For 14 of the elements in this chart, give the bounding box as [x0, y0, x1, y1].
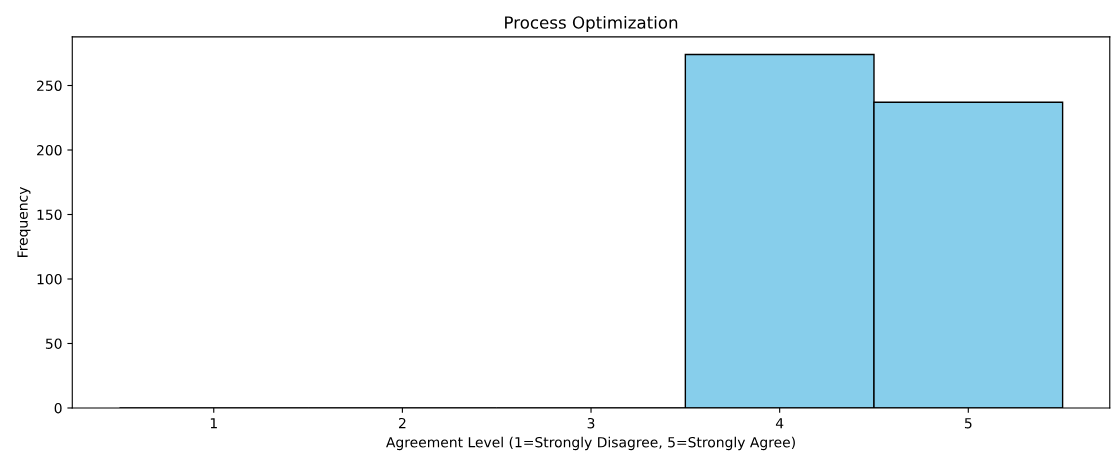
x-tick-label: 2	[398, 417, 406, 429]
x-tick-label: 1	[210, 418, 217, 429]
y-tick-label: 250	[37, 80, 62, 91]
x-tick-label: 3	[587, 417, 595, 429]
y-tick-label: 0	[54, 402, 62, 414]
y-tick-label: 100	[37, 273, 62, 285]
y-tick-label: 50	[45, 338, 62, 349]
x-axis-title: Agreement Level (1=Strongly Disagree, 5=Strongly Agree)	[386, 436, 795, 451]
y-axis-title: Frequency	[17, 186, 31, 257]
chart-title: Process Optimization	[505, 15, 678, 33]
y-tick-label: 150	[37, 209, 62, 220]
x-tick-label: 5	[964, 418, 972, 429]
y-tick-label: 200	[37, 144, 62, 156]
x-tick-label: 4	[775, 418, 784, 429]
